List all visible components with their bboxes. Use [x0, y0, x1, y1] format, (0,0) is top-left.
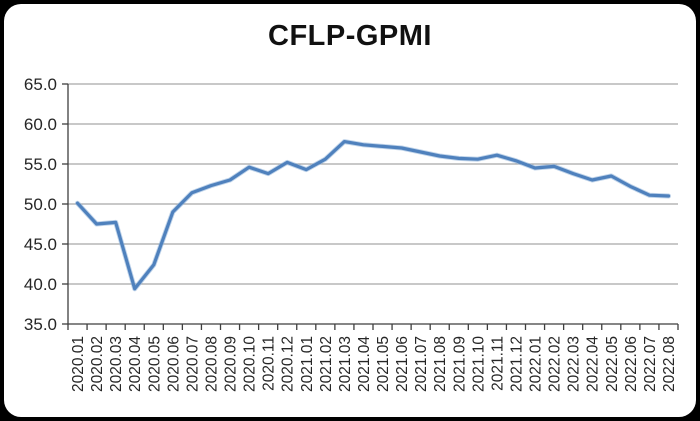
x-tick-label: 2020.07 — [184, 336, 201, 392]
data-line — [75, 140, 671, 291]
x-tick-label: 2022.04 — [585, 336, 602, 392]
x-tick-label: 2020.03 — [108, 336, 125, 392]
y-axis-labels: 35.0 40.0 45.0 50.0 55.0 60.0 65.0 — [24, 75, 68, 334]
y-tick-label: 45.0 — [24, 235, 57, 254]
x-tick-label: 2020.11 — [261, 336, 278, 391]
x-tick-label: 2021.07 — [413, 336, 430, 392]
x-tick-label: 2021.06 — [394, 336, 411, 392]
x-tick-label: 2021.08 — [432, 336, 449, 392]
y-tick-label: 55.0 — [24, 155, 57, 174]
x-tick-label: 2021.11 — [489, 336, 506, 391]
x-tick-label: 2020.04 — [127, 336, 144, 392]
x-tick-label: 2021.09 — [451, 336, 468, 392]
x-tick-label: 2020.09 — [223, 336, 240, 392]
x-tick-label: 2020.05 — [146, 336, 163, 392]
x-tick-label: 2022.06 — [623, 336, 640, 392]
x-tick-label: 2020.01 — [70, 336, 87, 392]
gridlines — [68, 83, 678, 285]
data-series-cflp-gpmi — [75, 139, 671, 292]
y-tick-label: 40.0 — [24, 275, 57, 294]
x-tick-label: 2021.12 — [508, 336, 525, 392]
x-tick-label: 2022.05 — [604, 336, 621, 392]
x-tick-label: 2021.04 — [356, 336, 373, 392]
y-tick-label: 35.0 — [24, 315, 57, 334]
y-tick-label: 50.0 — [24, 195, 57, 214]
chart-title: CFLP-GPMI — [268, 20, 432, 52]
y-tick-label: 65.0 — [24, 75, 57, 94]
x-tick-label: 2021.02 — [318, 336, 335, 392]
x-tick-label: 2022.08 — [661, 336, 678, 392]
chart-panel — [4, 4, 696, 417]
x-tick-label: 2020.12 — [280, 336, 297, 392]
y-tick-label: 60.0 — [24, 115, 57, 134]
x-tick-label: 2020.08 — [203, 336, 220, 392]
x-tick-label: 2020.02 — [89, 336, 106, 392]
x-tick-label: 2021.03 — [337, 336, 354, 392]
x-tick-label: 2021.01 — [299, 336, 316, 392]
x-tick-label: 2020.06 — [165, 336, 182, 392]
x-tick-label: 2022.03 — [566, 336, 583, 392]
x-tick-label: 2021.10 — [470, 336, 487, 392]
x-tick-label: 2022.07 — [642, 336, 659, 392]
x-tick-label: 2021.05 — [375, 336, 392, 392]
x-tick-label: 2022.01 — [528, 336, 545, 392]
x-tick-label: 2022.02 — [547, 336, 564, 392]
x-axis-labels: 2020.01 2020.02 2020.03 2020.04 2020.05 2020.… — [67, 324, 679, 392]
x-tick-label: 2020.10 — [242, 336, 259, 392]
